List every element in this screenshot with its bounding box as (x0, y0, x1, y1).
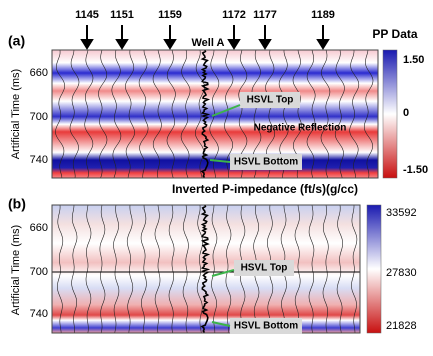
trace (294, 204, 301, 334)
trace (152, 49, 162, 179)
y-axis-label: Artificial Time (ms) (10, 225, 22, 315)
y-tick-label: 740 (30, 308, 48, 320)
trace (56, 204, 64, 334)
trace-number: 1172 (222, 9, 246, 21)
trace (336, 204, 344, 334)
trace (320, 49, 331, 179)
panel-label: (b) (8, 196, 26, 212)
trace (55, 49, 66, 179)
annotation-box (234, 260, 294, 276)
trace (322, 204, 329, 334)
colorbar (382, 49, 398, 179)
annotation: HSVL Top (241, 263, 288, 274)
trace (98, 49, 108, 179)
pointer (209, 159, 231, 163)
trace (351, 205, 358, 334)
trace (111, 49, 122, 179)
well-label: Well A (191, 37, 224, 49)
trace (138, 49, 149, 179)
y-tick-label: 740 (30, 154, 48, 166)
annotation: Negative Reflection (254, 123, 347, 134)
trace (166, 49, 176, 179)
annotation-box (240, 92, 300, 108)
frame (51, 204, 361, 334)
frame (51, 49, 379, 179)
well-log (200, 49, 211, 178)
colorbar-tick: 27830 (386, 267, 417, 279)
y-tick-label: 660 (30, 222, 48, 234)
annotation-box (230, 318, 302, 334)
trace (196, 204, 203, 334)
trace (306, 49, 316, 179)
panel-title: PP Data (372, 27, 417, 41)
trace-number: 1189 (311, 9, 335, 21)
colorbar (366, 204, 382, 334)
trace (154, 204, 161, 334)
pointer (211, 104, 241, 117)
trace (308, 204, 315, 334)
trace (69, 49, 80, 179)
y-tick-label: 660 (30, 67, 48, 79)
annotation-box (230, 154, 302, 170)
traces (55, 49, 374, 179)
trace (126, 204, 134, 334)
annotation: HSVL Bottom (234, 157, 298, 168)
trace (113, 204, 120, 334)
annotation: HSVL Top (247, 95, 294, 106)
trace (334, 49, 345, 179)
panel-label: (a) (8, 33, 25, 49)
colorbar-tick: 0 (403, 107, 409, 119)
trace (85, 204, 92, 334)
trace (225, 204, 232, 334)
trace (140, 204, 147, 334)
trace (180, 49, 191, 179)
annotation: HSVL Bottom (234, 321, 298, 332)
well-log (200, 204, 211, 333)
y-tick-label: 700 (30, 266, 48, 278)
y-axis-label: Artificial Time (ms) (10, 69, 22, 159)
trace-numbers: 1145 1151 1159 1172 1177 1189 (75, 9, 335, 21)
trace-number: 1177 (253, 9, 277, 21)
trace (125, 49, 135, 179)
trace (182, 204, 189, 334)
colorbar-tick: 21828 (386, 320, 417, 332)
trace-number: 1159 (158, 9, 182, 21)
trace (71, 204, 78, 334)
arrows (80, 25, 330, 50)
y-tick-label: 700 (30, 111, 48, 123)
pointer (211, 269, 235, 277)
trace (168, 204, 175, 334)
trace (364, 49, 374, 179)
panel-title: Inverted P-impedance (ft/s)(g/cc) (172, 182, 358, 196)
trace-number: 1151 (110, 9, 134, 21)
trace (349, 50, 360, 179)
trace (211, 204, 218, 333)
colorbar-tick: 33592 (386, 207, 417, 219)
pointer (211, 321, 231, 327)
colorbar-tick: -1.50 (403, 164, 428, 176)
trace (99, 204, 106, 334)
trace (84, 49, 94, 179)
colorbar-tick: 1.50 (403, 54, 424, 66)
trace-number: 1145 (75, 9, 99, 21)
trace (224, 49, 234, 179)
